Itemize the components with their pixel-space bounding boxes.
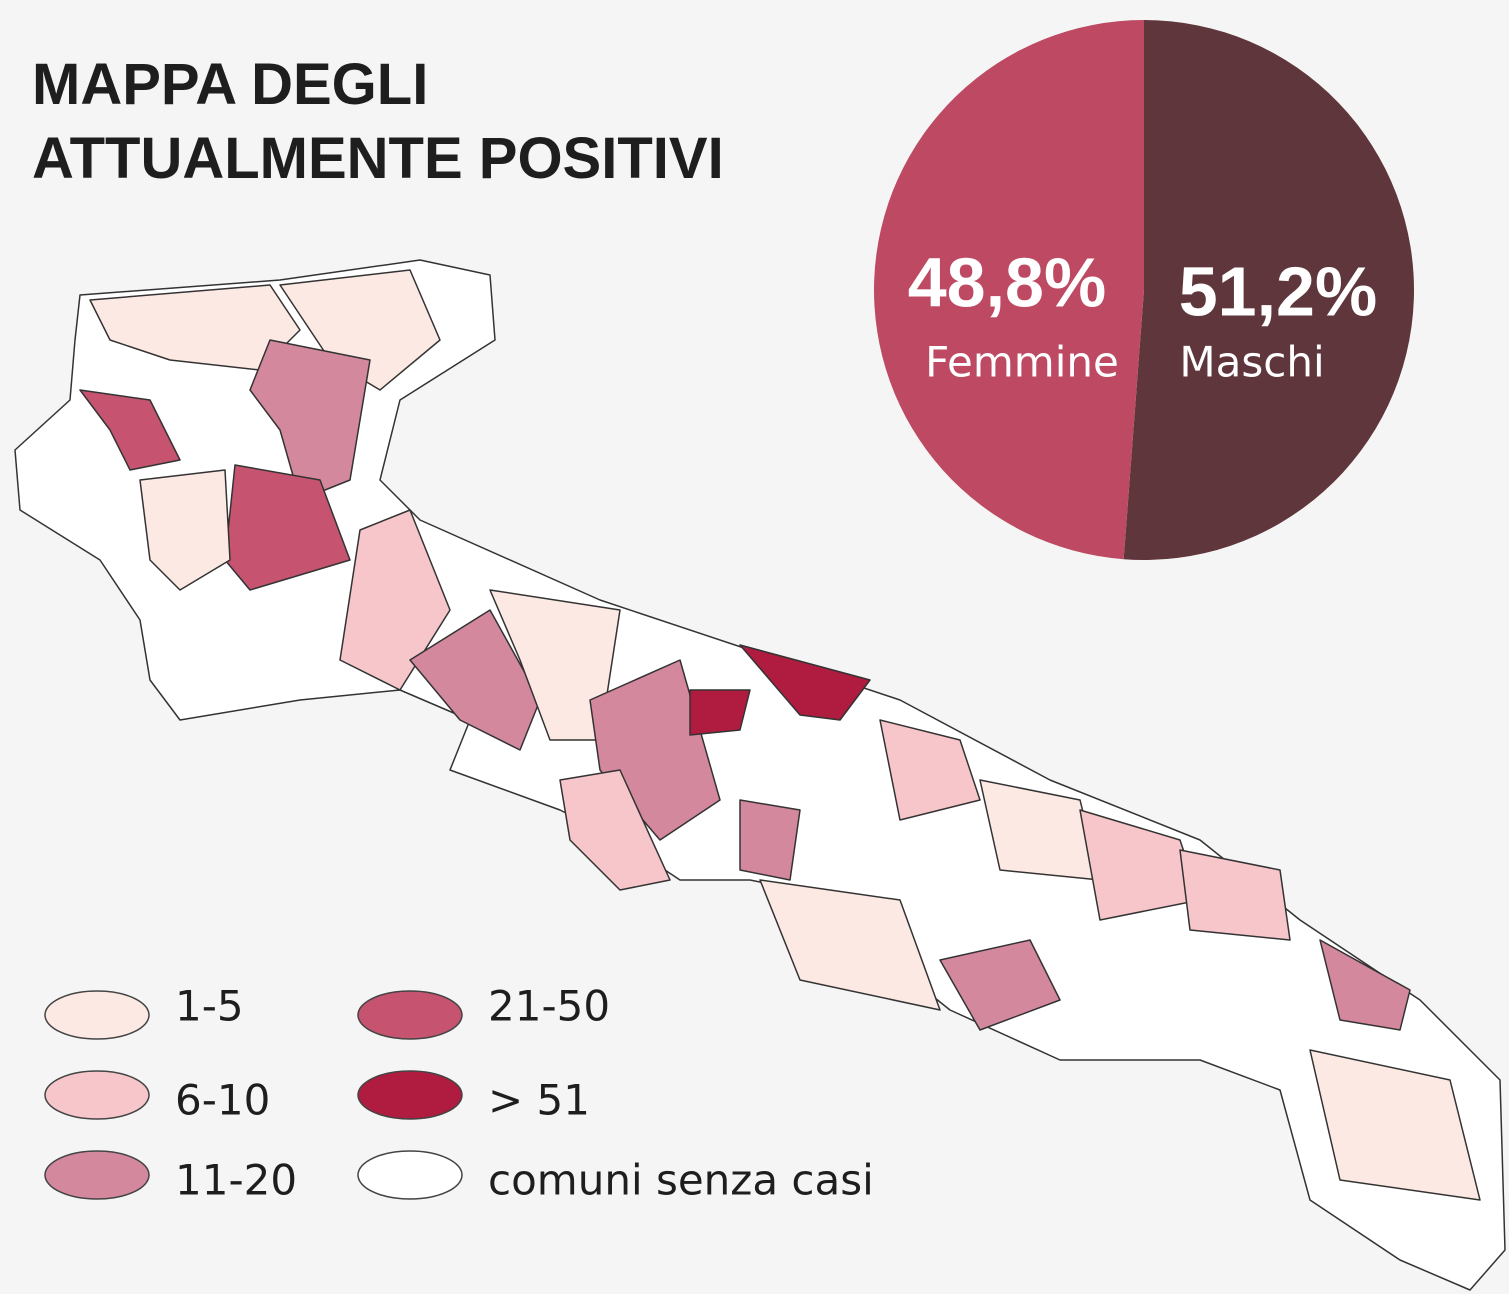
legend-label: 11-20 <box>175 1156 297 1205</box>
area <box>1319 939 1411 1031</box>
area <box>739 799 801 881</box>
legend-swatch <box>357 1070 463 1120</box>
area <box>409 609 541 751</box>
legend-label: 21-50 <box>488 982 610 1031</box>
legend-swatch <box>357 1150 463 1200</box>
area <box>879 719 981 821</box>
area <box>139 469 231 591</box>
legend-label: comuni senza casi <box>488 1156 874 1205</box>
pie-slice <box>1123 20 1414 561</box>
legend-swatch <box>44 990 150 1040</box>
area <box>559 769 671 891</box>
area <box>79 389 181 471</box>
area <box>489 589 621 741</box>
area <box>1309 1049 1481 1201</box>
legend-swatch <box>44 1070 150 1120</box>
area <box>1179 849 1291 941</box>
legend-swatch <box>357 990 463 1040</box>
area <box>759 879 941 1011</box>
title: MAPPA DEGLI ATTUALMENTE POSITIVI <box>32 52 724 191</box>
pie: 48,8% Femmine 51,2% Maschi <box>873 20 1414 561</box>
legend-label: 6-10 <box>175 1076 270 1125</box>
legend-label: 1-5 <box>175 982 244 1031</box>
pie-slice <box>873 20 1144 560</box>
area <box>739 644 871 721</box>
legend: 1-5 6-10 11-20 21-50 > 51 comuni senza casi <box>44 982 874 1205</box>
area <box>689 689 751 736</box>
map <box>14 259 1506 1291</box>
legend-swatch <box>44 1150 150 1200</box>
area <box>939 939 1061 1031</box>
area <box>279 269 441 391</box>
category-label: Maschi <box>1179 338 1324 387</box>
region <box>14 259 1506 1291</box>
value-label: 48,8% <box>908 243 1106 321</box>
legend-label: > 51 <box>488 1076 590 1125</box>
category-label: Femmine <box>925 338 1119 387</box>
value-label: 51,2% <box>1179 252 1377 330</box>
